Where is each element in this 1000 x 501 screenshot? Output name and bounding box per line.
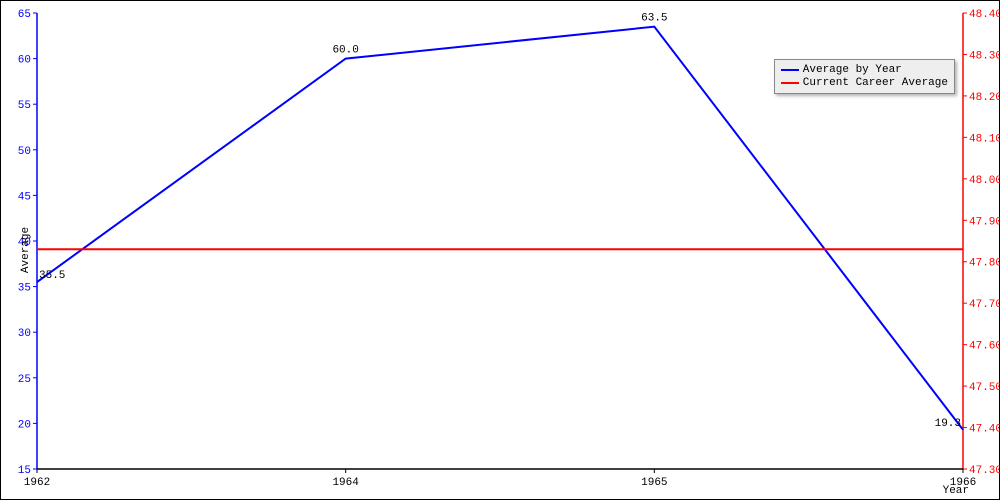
svg-text:1962: 1962 [24,477,50,489]
svg-text:47.30: 47.30 [969,465,1000,477]
svg-text:47.40: 47.40 [969,424,1000,436]
svg-text:47.50: 47.50 [969,382,1000,394]
svg-text:15: 15 [18,465,31,477]
svg-text:47.80: 47.80 [969,258,1000,270]
svg-text:48.30: 48.30 [969,50,1000,62]
y-axis-label: Average [20,227,32,273]
legend-swatch [781,69,799,71]
svg-text:1964: 1964 [332,477,359,489]
svg-text:48.00: 48.00 [969,175,1000,187]
svg-text:47.70: 47.70 [969,299,1000,311]
svg-text:1965: 1965 [641,477,667,489]
svg-text:55: 55 [18,100,31,112]
svg-text:35: 35 [18,283,31,295]
chart-container: 152025303540455055606547.3047.4047.5047.… [0,0,1000,500]
legend-label: Current Career Average [803,77,948,89]
svg-text:50: 50 [18,146,31,158]
svg-text:60: 60 [18,55,31,67]
svg-text:48.40: 48.40 [969,9,1000,21]
svg-text:25: 25 [18,374,31,386]
svg-text:63.5: 63.5 [641,13,667,25]
x-axis-label: Year [943,485,969,497]
legend-item: Average by Year [781,64,948,76]
legend: Average by Year Current Career Average [774,59,955,94]
svg-text:30: 30 [18,328,31,340]
svg-text:45: 45 [18,191,31,203]
svg-text:48.10: 48.10 [969,133,1000,145]
svg-text:20: 20 [18,419,31,431]
svg-text:19.3: 19.3 [935,418,961,430]
svg-text:47.60: 47.60 [969,341,1000,353]
svg-text:65: 65 [18,9,31,21]
svg-text:47.90: 47.90 [969,216,1000,228]
svg-text:35.5: 35.5 [39,270,65,282]
legend-item: Current Career Average [781,77,948,89]
svg-text:48.20: 48.20 [969,92,1000,104]
legend-label: Average by Year [803,64,902,76]
legend-swatch [781,82,799,84]
svg-text:60.0: 60.0 [332,45,358,57]
